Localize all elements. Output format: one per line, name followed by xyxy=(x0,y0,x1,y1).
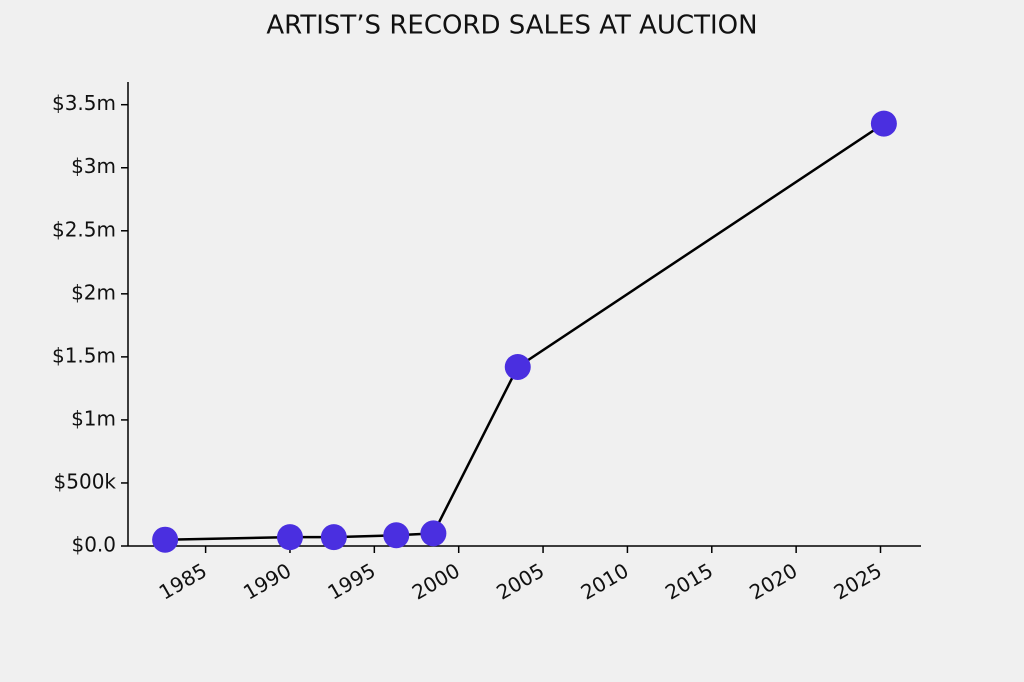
marker xyxy=(152,526,179,553)
y-tick-label: $500k xyxy=(54,469,117,493)
y-tick-label: $0.0 xyxy=(71,533,116,557)
line xyxy=(165,122,885,541)
marker xyxy=(276,524,303,551)
x-tick-label: 2025 xyxy=(830,558,886,604)
chart-title: ARTIST’S RECORD SALES AT AUCTION xyxy=(266,11,757,41)
y-tick-label: $3.5m xyxy=(52,91,116,115)
marker xyxy=(383,522,410,549)
x-tick-label: 2015 xyxy=(661,558,717,604)
y-tick-label: $2.5m xyxy=(52,217,116,241)
y-tick-label: $2m xyxy=(71,280,116,304)
x-tick-label: 1995 xyxy=(324,558,380,604)
x-tick-label: 2000 xyxy=(408,558,464,604)
x-tick-label: 1990 xyxy=(239,558,295,604)
x-tick-label: 1985 xyxy=(155,558,211,604)
marker xyxy=(320,524,347,551)
marker xyxy=(504,353,531,380)
x-tick-label: 2005 xyxy=(492,558,548,604)
marker xyxy=(870,110,897,137)
marker xyxy=(420,520,447,547)
x-tick-label: 2020 xyxy=(745,558,801,604)
y-tick-label: $3m xyxy=(71,154,116,178)
x-tick-label: 2010 xyxy=(577,558,633,604)
y-tick-label: $1.5m xyxy=(52,343,116,367)
y-tick-label: $1m xyxy=(71,406,116,430)
